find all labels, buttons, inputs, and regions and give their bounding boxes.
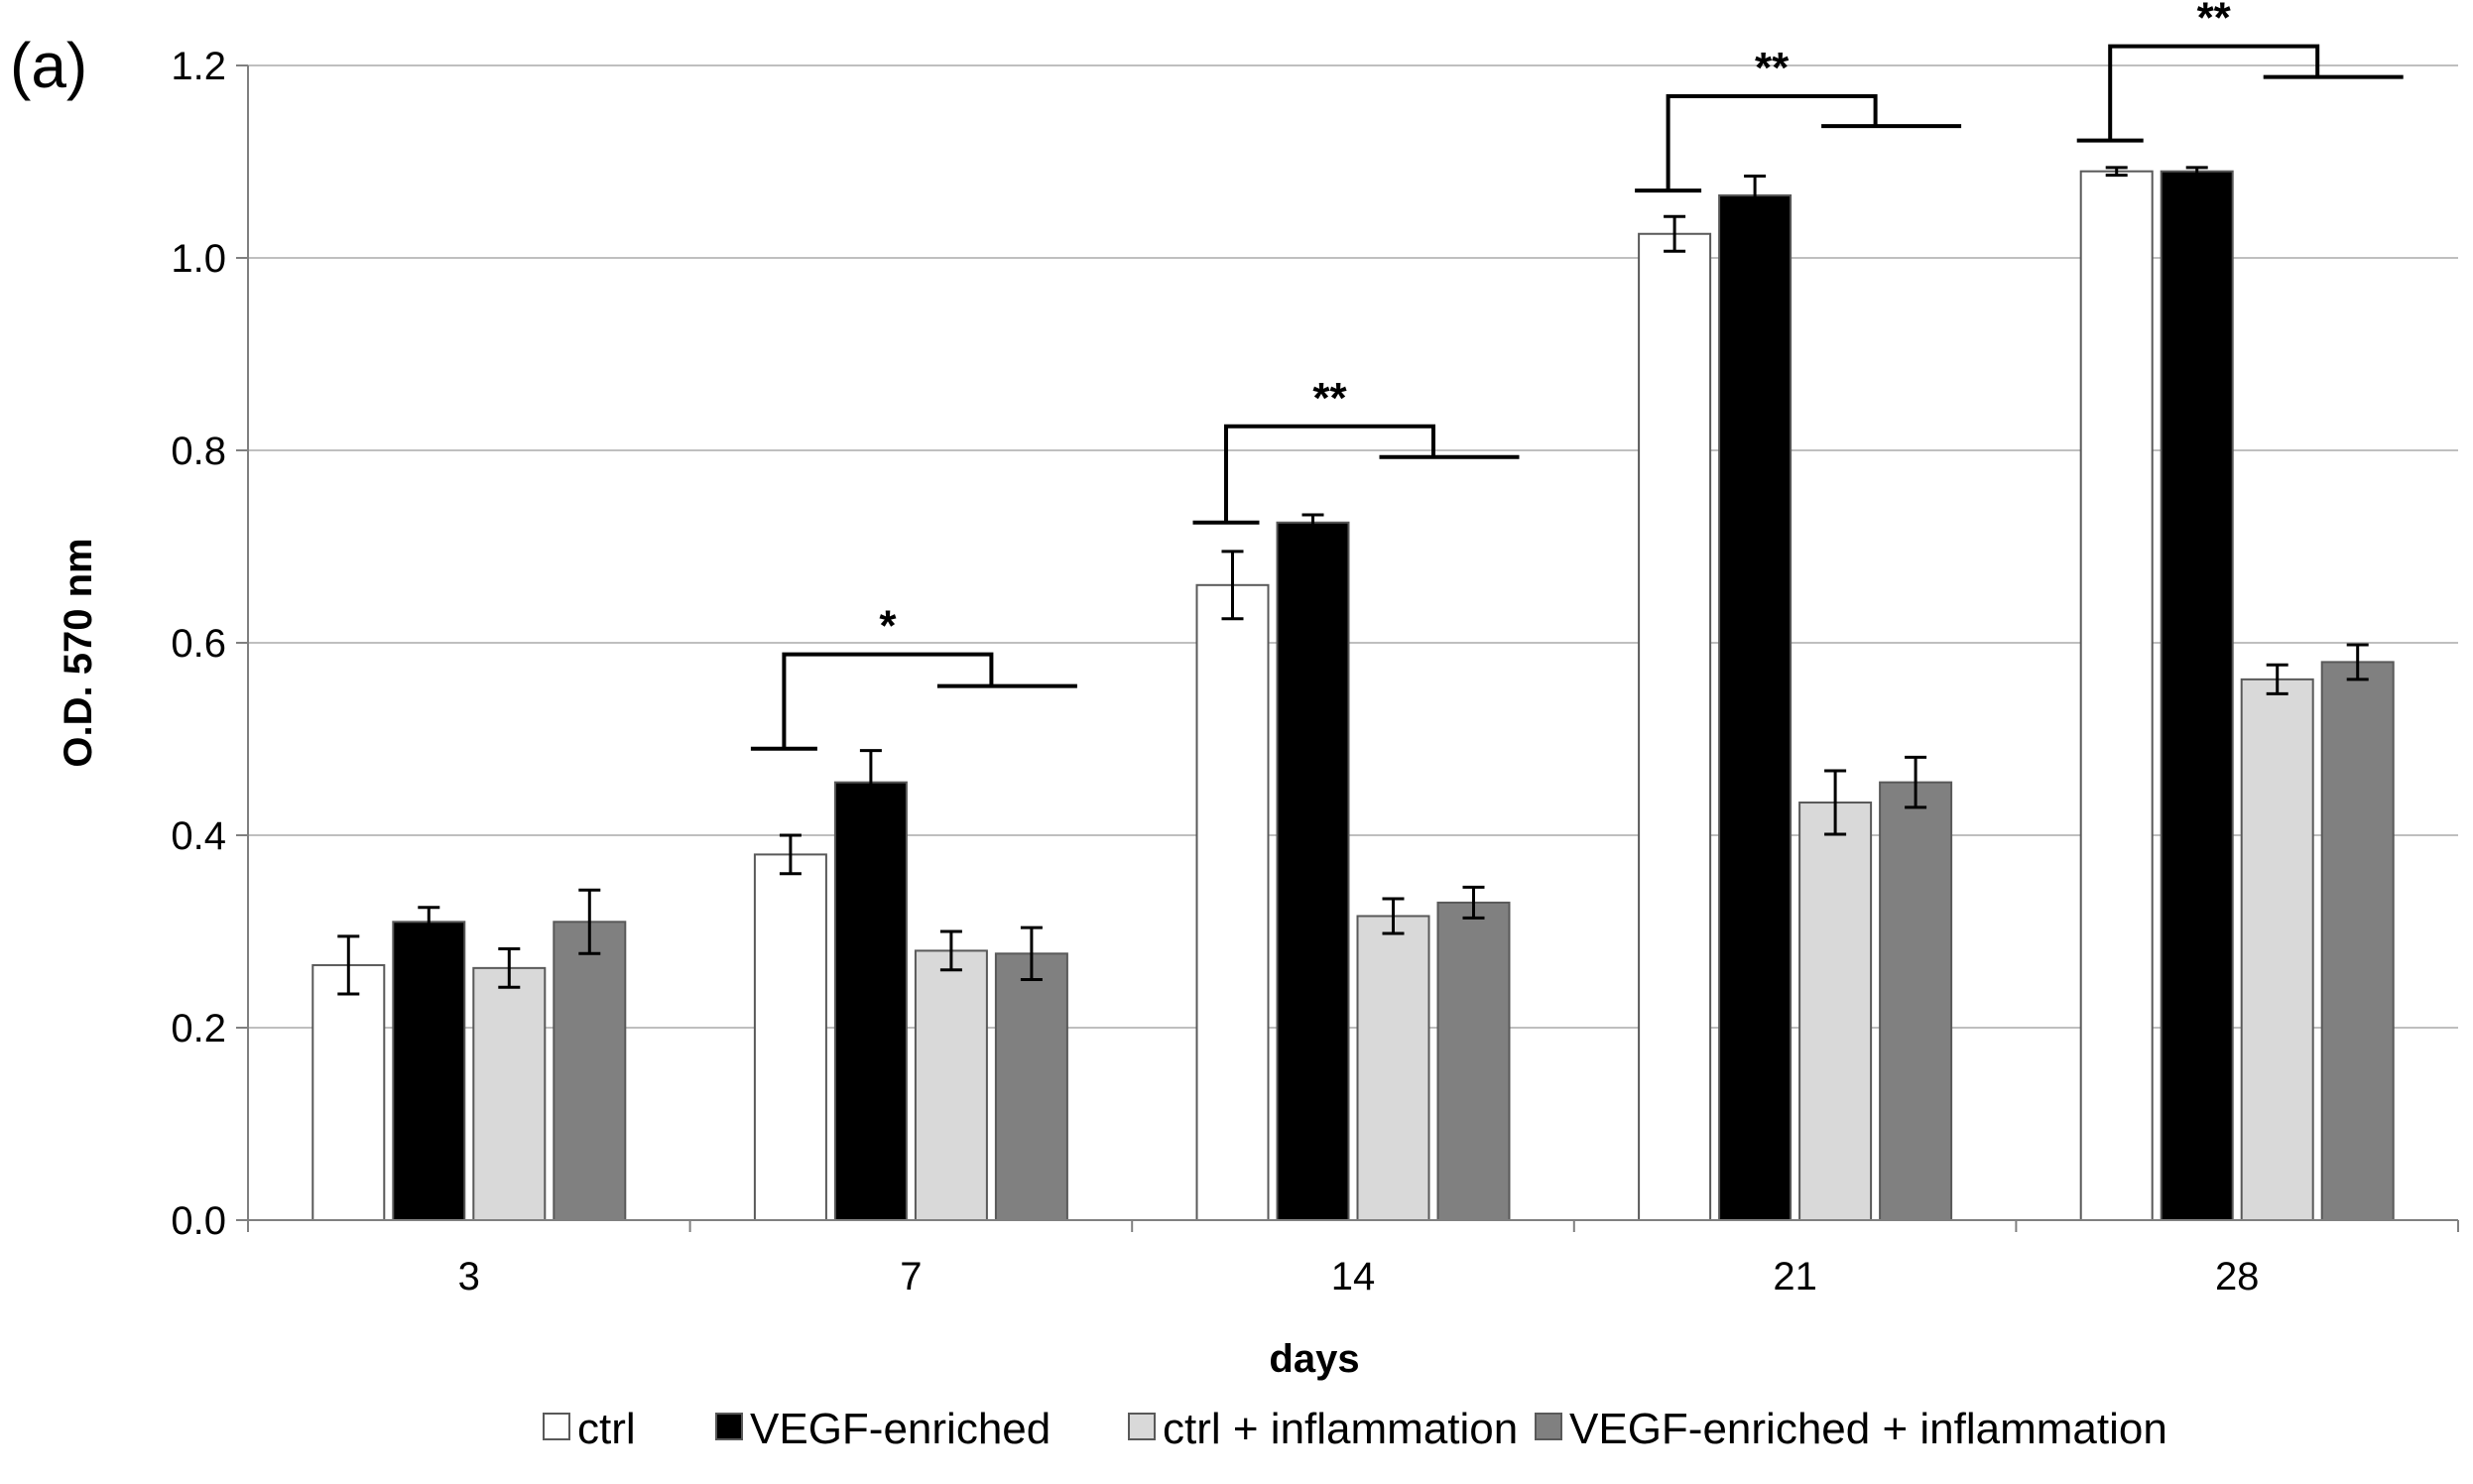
error-bar — [1664, 214, 1686, 253]
bar — [1879, 781, 1953, 1222]
panel-label: (a) — [10, 30, 87, 101]
legend-label: ctrl — [577, 1405, 636, 1453]
x-tick-label: 3 — [458, 1255, 480, 1298]
error-bar — [1020, 926, 1043, 981]
error-bar — [1824, 769, 1847, 836]
legend-label: VEGF-enriched + inflammation — [1569, 1405, 2167, 1453]
x-tick-label: 21 — [1773, 1255, 1817, 1298]
bar — [311, 963, 386, 1221]
error-bar — [2105, 166, 2128, 178]
legend-item: VEGF-enriched + inflammation — [1535, 1405, 2167, 1453]
error-bar — [859, 749, 882, 816]
significance-bracket: ** — [1192, 374, 1520, 525]
bar — [1195, 583, 1270, 1221]
y-tick-label: 0.0 — [171, 1199, 226, 1243]
bar — [1718, 193, 1793, 1222]
legend-swatch — [715, 1413, 743, 1440]
y-tick-label: 0.8 — [171, 430, 226, 473]
error-bar — [939, 929, 962, 972]
significance-bracket: * — [750, 602, 1077, 751]
bar — [1436, 901, 1511, 1222]
error-bar — [337, 934, 360, 996]
bar — [472, 966, 547, 1221]
legend-item: ctrl + inflammation — [1128, 1405, 1518, 1453]
significance-label: ** — [1755, 44, 1790, 92]
error-bar — [779, 833, 802, 876]
bar — [2079, 170, 2154, 1222]
bar — [2240, 678, 2314, 1221]
bar — [1638, 232, 1712, 1221]
significance-brackets: ******* — [750, 0, 2404, 751]
bar — [392, 921, 466, 1221]
error-bar — [2185, 166, 2208, 178]
error-bar — [498, 946, 521, 989]
error-bar — [1462, 885, 1485, 920]
bar — [1276, 521, 1350, 1221]
bars — [311, 170, 2395, 1222]
legend-swatch — [1128, 1413, 1156, 1440]
legend-swatch — [1535, 1413, 1562, 1440]
bar — [2320, 661, 2395, 1221]
error-bar — [418, 906, 440, 938]
error-bar — [2266, 663, 2288, 695]
axes: 0.0 0.2 0.4 0.6 0.8 1.0 1.2 3 7 14 21 28 — [171, 45, 2459, 1298]
error-bar — [1905, 755, 1927, 809]
legend-label: ctrl + inflammation — [1163, 1405, 1518, 1453]
legend-label: VEGF-enriched — [750, 1405, 1051, 1453]
legend-swatch — [543, 1413, 570, 1440]
error-bar — [2346, 643, 2369, 681]
y-tick-label: 1.2 — [171, 45, 226, 88]
x-tick-label: 28 — [2215, 1255, 2260, 1298]
bar — [994, 952, 1068, 1221]
significance-label: ** — [1312, 374, 1347, 423]
bar — [833, 781, 908, 1222]
significance-label: * — [879, 602, 897, 651]
significance-bracket: ** — [1635, 44, 1962, 193]
y-tick-label: 0.6 — [171, 622, 226, 666]
y-axis-title: O.D. 570 nm — [57, 538, 100, 767]
error-bar — [1744, 175, 1767, 216]
y-tick-label: 0.4 — [171, 814, 226, 858]
error-bar — [1221, 550, 1244, 621]
bar — [2160, 170, 2234, 1222]
legend-item: VEGF-enriched — [715, 1405, 1051, 1453]
y-tick-label: 0.2 — [171, 1007, 226, 1051]
error-bar — [578, 888, 601, 955]
error-bar — [1301, 513, 1324, 533]
legend-item: ctrl — [543, 1405, 636, 1453]
x-tick-label: 14 — [1331, 1255, 1376, 1298]
bar — [1798, 802, 1873, 1222]
legend: ctrl VEGF-enriched ctrl + inflammation VEGF… — [543, 1405, 2167, 1453]
bar — [1356, 915, 1430, 1221]
x-tick-label: 7 — [900, 1255, 922, 1298]
x-axis-title: days — [1269, 1337, 1359, 1381]
significance-label: ** — [2197, 0, 2232, 43]
bar — [553, 921, 627, 1221]
significance-bracket: ** — [2076, 0, 2404, 143]
bar — [753, 853, 827, 1222]
bar — [914, 949, 988, 1222]
error-bar — [1382, 897, 1405, 935]
y-tick-label: 1.0 — [171, 237, 226, 281]
error-bars — [337, 166, 2369, 996]
